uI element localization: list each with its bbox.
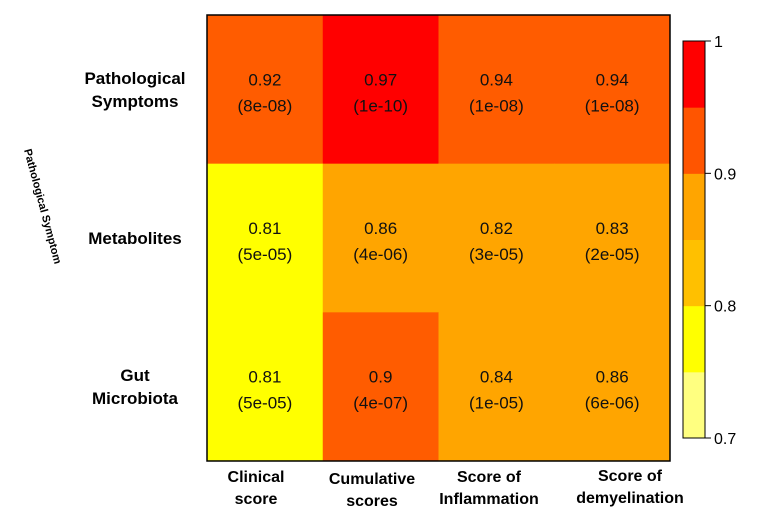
cell-pvalue-r0-c2: (1e-08) xyxy=(469,96,524,115)
column-label-3-line-1: demyelination xyxy=(576,490,684,507)
colorbar-bin-0 xyxy=(683,371,705,439)
heatmap-cell-r1-c3 xyxy=(554,163,671,313)
cell-pvalue-r1-c1: (4e-06) xyxy=(353,245,408,264)
column-label-2-line-0: Score of xyxy=(457,469,522,486)
row-label-2-line-0: Gut xyxy=(120,366,150,385)
cell-value-r2-c0: 0.81 xyxy=(248,368,281,387)
heatmap-cell-r0-c2 xyxy=(438,15,555,165)
column-labels: Clinical score Cumulative scores Score of Inf… xyxy=(228,468,684,510)
heatmap-cell-r0-c1 xyxy=(322,15,439,165)
row-label-1-line-0: Metabolites xyxy=(88,229,182,248)
side-label: Pathological Symptom xyxy=(21,148,63,266)
colorbar-frame xyxy=(682,40,706,439)
cell-value-r0-c0: 0.92 xyxy=(248,70,281,89)
cell-value-r1-c1: 0.86 xyxy=(364,219,397,238)
colorbar-bin-1 xyxy=(683,305,705,373)
cell-value-r0-c1: 0.97 xyxy=(364,70,397,89)
row-label-0-line-1: Symptoms xyxy=(92,92,179,111)
cell-pvalue-r2-c0: (5e-05) xyxy=(237,394,292,413)
column-label-3-line-0: Score of xyxy=(598,468,663,485)
colorbar-tick-label-2: 0.8 xyxy=(714,299,736,316)
cell-value-r1-c0: 0.81 xyxy=(248,219,281,238)
column-label-0-line-0: Clinical xyxy=(228,469,285,486)
row-labels: Pathological Symptoms Metabolites Gut Microb… xyxy=(84,69,185,408)
heatmap-cell-r2-c0 xyxy=(207,312,324,462)
cell-pvalue-r2-c3: (6e-06) xyxy=(585,394,640,413)
cell-pvalue-r1-c2: (3e-05) xyxy=(469,245,524,264)
row-label-2-line-1: Microbiota xyxy=(92,389,178,408)
cell-pvalue-r2-c2: (1e-05) xyxy=(469,394,524,413)
cell-value-r0-c2: 0.94 xyxy=(480,70,513,89)
column-label-1-line-1: scores xyxy=(346,493,398,510)
cell-value-r2-c3: 0.86 xyxy=(596,368,629,387)
cell-pvalue-r2-c1: (4e-07) xyxy=(353,394,408,413)
colorbar-tick-label-3: 0.7 xyxy=(714,431,736,448)
cell-value-r1-c2: 0.82 xyxy=(480,219,513,238)
column-label-0-line-1: score xyxy=(235,491,278,508)
cell-pvalue-r1-c3: (2e-05) xyxy=(585,245,640,264)
heatmap-cell-r0-c0 xyxy=(207,15,324,165)
colorbar-legend: 1 0.9 0.8 0.7 xyxy=(682,34,736,448)
cell-pvalue-r0-c0: (8e-08) xyxy=(237,96,292,115)
cell-value-r1-c3: 0.83 xyxy=(596,219,629,238)
cell-pvalue-r1-c0: (5e-05) xyxy=(237,245,292,264)
column-label-1-line-0: Cumulative xyxy=(329,471,415,488)
heatmap-cell-r1-c0 xyxy=(207,163,324,313)
side-label-text: Pathological Symptom xyxy=(21,148,63,266)
heatmap-cell-r2-c2 xyxy=(438,312,555,462)
colorbar-bin-2 xyxy=(683,239,705,307)
colorbar-tick-label-0: 1 xyxy=(714,34,723,51)
row-label-0-line-0: Pathological xyxy=(84,69,185,88)
heatmap-cell-r2-c1 xyxy=(322,312,439,462)
cell-value-r2-c1: 0.9 xyxy=(369,368,393,387)
colorbar-bin-4 xyxy=(683,107,705,174)
colorbar-bin-5 xyxy=(683,41,705,108)
heatmap-cell-r2-c3 xyxy=(554,312,671,462)
colorbar-tick-label-1: 0.9 xyxy=(714,166,736,183)
heatmap-cells xyxy=(207,15,671,462)
cell-pvalue-r0-c1: (1e-10) xyxy=(353,96,408,115)
heatmap-border xyxy=(206,14,671,462)
cell-value-r0-c3: 0.94 xyxy=(596,70,629,89)
heatmap-cell-r0-c3 xyxy=(554,15,671,165)
cell-value-r2-c2: 0.84 xyxy=(480,368,513,387)
colorbar-bin-3 xyxy=(683,173,705,240)
heatmap-cell-r1-c2 xyxy=(438,163,555,313)
heatmap-cell-r1-c1 xyxy=(322,163,439,313)
cell-pvalue-r0-c3: (1e-08) xyxy=(585,96,640,115)
column-label-2-line-1: Inflammation xyxy=(439,491,539,508)
heatmap-cell-labels: 0.92 (8e-08) 0.97 (1e-10) 0.94 (1e-08) 0.94 (1e… xyxy=(237,70,639,412)
